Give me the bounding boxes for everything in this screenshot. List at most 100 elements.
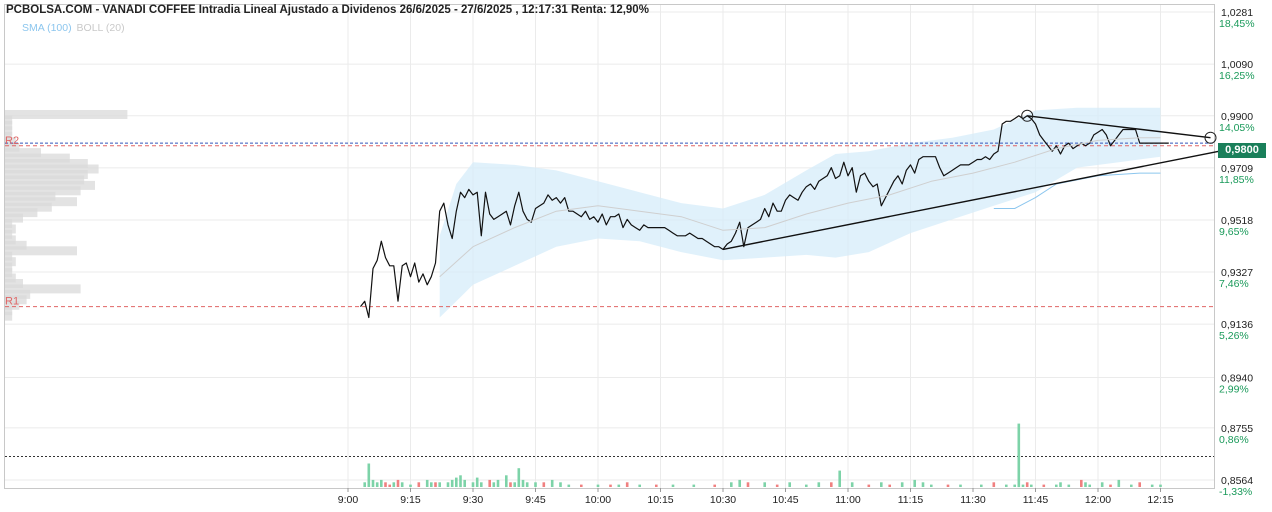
volume-bar <box>380 479 383 487</box>
volume-bar <box>375 482 379 487</box>
legend-sma[interactable]: SMA (100) <box>22 22 72 34</box>
volume-bar <box>480 482 483 487</box>
volume-profile-bar <box>5 159 88 168</box>
y-tick-pct-label: -1,33% <box>1219 486 1252 498</box>
volume-profile-bar <box>5 268 13 278</box>
trendline-anchor-marker <box>1021 109 1034 122</box>
volume-bar <box>1084 482 1087 487</box>
volume-bar <box>763 482 766 487</box>
y-tick-pct-label: 11,85% <box>1219 174 1254 186</box>
y-tick-price-label: 0,9518 <box>1221 215 1253 227</box>
trendline-soporte <box>722 150 1219 251</box>
volume-bar <box>450 479 454 487</box>
y-tick-pct-label: 5,26% <box>1219 330 1249 342</box>
volume-bar <box>921 482 925 487</box>
volume-bar <box>455 477 458 487</box>
volume-bar <box>496 479 500 487</box>
volume-bar <box>521 479 525 487</box>
y-tick-price-label: 1,0090 <box>1221 59 1253 71</box>
volume-profile-bar <box>5 213 23 223</box>
level-lines: R2 R1 <box>5 135 1214 457</box>
volume-profile-bar <box>5 289 31 299</box>
x-tick-label: 12:00 <box>1085 494 1111 506</box>
volume-bar <box>559 482 562 487</box>
volume-bar <box>850 482 854 487</box>
x-tick-label: 10:15 <box>647 494 673 506</box>
volume-bar <box>446 482 450 487</box>
volume-bar <box>434 482 437 487</box>
y-tick-price-label: 0,9900 <box>1221 111 1253 123</box>
volume-bar <box>692 484 696 487</box>
volume-bar <box>1055 484 1058 487</box>
volume-bar <box>534 482 537 487</box>
x-axis: 9:00 9:15 9:30 9:45 10:00 10:15 10:30 10:45 11:0… <box>338 488 1174 506</box>
volume-bar <box>488 479 491 487</box>
y-tick-pct-label: 16,25% <box>1219 70 1255 82</box>
volume-bar <box>471 482 475 487</box>
volume-profile-bar <box>5 164 99 174</box>
bollinger-band <box>439 107 1161 318</box>
x-tick-label: 11:00 <box>835 494 861 506</box>
x-tick-label: 11:30 <box>960 494 986 506</box>
volume-profile-bar <box>5 219 13 228</box>
volume-bar <box>438 482 441 487</box>
y-tick-price-label: 0,8940 <box>1221 373 1253 385</box>
price-line <box>360 115 1169 319</box>
volume-profile-bar <box>5 306 13 316</box>
volume-bar <box>775 484 779 487</box>
volume-profile-bar <box>5 295 27 305</box>
volume-profile-bar <box>5 311 13 321</box>
volume-bar <box>430 482 433 487</box>
volume-bar <box>1017 423 1021 488</box>
volume-bar <box>492 482 496 487</box>
volume-bar <box>417 482 421 487</box>
legend-boll[interactable]: BOLL (20) <box>76 22 125 34</box>
plot-border <box>4 4 1215 489</box>
volume-profile-bar <box>5 224 16 234</box>
volume-bar <box>1030 484 1033 487</box>
volume-profile-bar <box>5 131 13 141</box>
volume-profile-bar <box>5 142 20 152</box>
volume-bar <box>1100 482 1104 487</box>
volume-bar <box>463 479 466 487</box>
volume-bar <box>388 484 391 487</box>
volume-profile-bar <box>5 137 16 147</box>
y-tick-pct-label: 7,46% <box>1219 278 1249 290</box>
volume-profile-bar <box>5 170 88 179</box>
volume-bar <box>567 484 571 487</box>
x-tick-label: 11:15 <box>898 494 924 506</box>
volume-bar <box>838 470 841 487</box>
volume-bar <box>392 482 396 487</box>
volume-bar <box>867 484 871 487</box>
grid <box>5 5 1214 488</box>
volume-profile-bar <box>5 197 77 207</box>
volume-bars <box>363 423 1162 488</box>
volume-bar <box>738 479 741 487</box>
volume-bar <box>517 468 521 487</box>
volume-bar <box>550 479 554 487</box>
volume-bar <box>617 484 621 487</box>
volume-bar <box>1159 484 1162 487</box>
y-tick-pct-label: 18,45% <box>1219 18 1255 30</box>
x-tick-label: 9:45 <box>525 494 546 506</box>
volume-bar <box>1109 484 1112 487</box>
volume-bar <box>400 482 404 487</box>
indicator-legend: SMA (100) BOLL (20) <box>22 22 125 34</box>
volume-profile-bar <box>5 191 56 201</box>
volume-profile-bar <box>5 262 13 272</box>
volume-bar <box>1067 484 1071 487</box>
volume-profile-bar <box>5 186 81 196</box>
volume-profile-bar <box>5 251 13 261</box>
boll-middle-line <box>439 137 1161 278</box>
volume-bar <box>946 484 950 487</box>
x-tick-label: 10:00 <box>585 494 611 506</box>
volume-bar <box>788 482 791 487</box>
trendline-anchor-marker <box>1204 131 1217 144</box>
volume-bar <box>596 484 600 487</box>
volume-profile-bar <box>5 273 16 283</box>
y-tick-price-label: 0,8564 <box>1221 475 1253 487</box>
volume-bar <box>1025 482 1029 487</box>
volume-bar <box>655 484 658 487</box>
